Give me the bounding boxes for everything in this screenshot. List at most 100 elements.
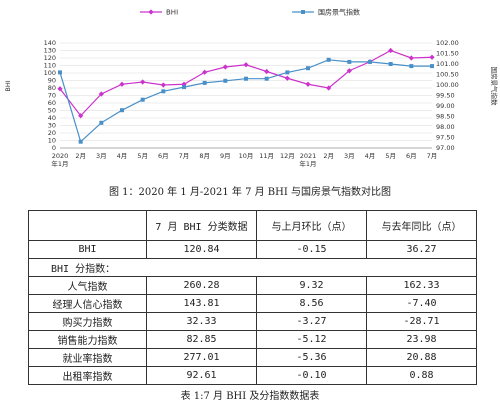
data-point bbox=[140, 97, 145, 102]
data-point bbox=[222, 64, 228, 70]
y2-tick-label: 101.50 bbox=[436, 50, 459, 58]
row-label: 经理人信心指数 bbox=[28, 294, 147, 313]
x-tick-label-line: 2021 bbox=[300, 152, 317, 160]
x-tick-label-line: 7月 bbox=[427, 152, 438, 160]
data-point bbox=[346, 68, 352, 74]
data-point bbox=[305, 81, 311, 87]
right-axis-ticks: 97.00 97.50 98.00 98.50 99.00 99.50 100.00 100.… bbox=[436, 39, 459, 152]
data-point bbox=[285, 70, 290, 75]
row-label: 出租率指数 bbox=[28, 366, 147, 385]
x-tick-label-line: 年1月 bbox=[51, 159, 68, 168]
x-tick-label: 12月 bbox=[280, 152, 295, 160]
data-point bbox=[99, 120, 104, 125]
y-tick-label: 130 bbox=[44, 47, 56, 55]
data-point bbox=[120, 108, 124, 113]
y2-tick-label: 101.00 bbox=[436, 60, 459, 68]
table-header-cell bbox=[28, 210, 147, 241]
data-point bbox=[140, 79, 146, 85]
y-axis-label: BHI bbox=[4, 80, 12, 91]
x-tick-label-line: 4月 bbox=[365, 152, 376, 160]
x-tick-label: 3月 bbox=[96, 152, 107, 160]
y-tick-label: 120 bbox=[44, 54, 56, 62]
x-tick-label-line: 2020 bbox=[52, 152, 69, 160]
x-tick-label: 10月 bbox=[239, 152, 254, 160]
data-point bbox=[181, 81, 187, 87]
cell-yoy: 162.33 bbox=[366, 276, 477, 295]
cell-yoy: -28.71 bbox=[366, 312, 477, 331]
cell-value: 143.81 bbox=[146, 294, 257, 313]
row-label: 就业率指数 bbox=[28, 348, 147, 367]
x-tick-label: 8月 bbox=[199, 152, 210, 160]
x-tick-label: 7月 bbox=[179, 152, 190, 160]
x-tick-label-line: 2月 bbox=[75, 152, 86, 160]
x-tick-label: 11月 bbox=[259, 152, 274, 160]
x-tick-label: 2月 bbox=[323, 152, 334, 160]
x-tick-label-line: 3月 bbox=[344, 152, 355, 160]
x-tick-label: 4月 bbox=[365, 152, 376, 160]
x-tick-label-line: 6月 bbox=[406, 152, 417, 160]
data-point bbox=[223, 78, 228, 83]
y-tick-label: 70 bbox=[48, 92, 56, 100]
x-tick-label: 4月 bbox=[117, 152, 128, 160]
x-tick-label-line: 3月 bbox=[96, 152, 107, 160]
data-point bbox=[243, 62, 249, 68]
y-tick-label: 60 bbox=[48, 99, 56, 107]
data-point bbox=[368, 59, 372, 64]
table-section-row: BHI 分指数： bbox=[28, 258, 477, 277]
cell-mom: -5.12 bbox=[256, 330, 367, 349]
cell-value: 82.85 bbox=[146, 330, 257, 349]
y2-tick-label: 99.50 bbox=[436, 92, 455, 100]
chart-legend: BHI 国房景气指数 bbox=[140, 8, 360, 17]
x-tick-label-line: 12月 bbox=[280, 152, 295, 160]
y-tick-label: 80 bbox=[48, 84, 56, 92]
x-tick-label: 2月 bbox=[75, 152, 86, 160]
x-tick-label-line: 年1月 bbox=[299, 159, 316, 168]
data-point bbox=[202, 69, 208, 75]
data-point bbox=[244, 76, 248, 81]
cell-value: 32.33 bbox=[146, 312, 257, 331]
data-point bbox=[408, 55, 414, 61]
cell-yoy: -7.40 bbox=[366, 294, 477, 313]
table-header-cell: 与去年同比（点） bbox=[366, 210, 477, 241]
x-tick-label: 7月 bbox=[427, 152, 438, 160]
y2-axis-label: 国房景气指数 bbox=[490, 67, 499, 107]
data-point bbox=[98, 91, 104, 97]
legend-entry-label: 国房景气指数 bbox=[318, 8, 360, 17]
table-header-row: 7 月 BHI 分类数据 与上月环比（点） 与去年同比（点） bbox=[28, 210, 477, 241]
x-tick-label-line: 11月 bbox=[259, 152, 274, 160]
y-tick-label: 100 bbox=[44, 69, 56, 77]
data-point bbox=[326, 57, 331, 62]
table-row: 人气指数 260.28 9.32 162.33 bbox=[28, 276, 477, 295]
y-tick-label: 140 bbox=[44, 39, 56, 47]
row-label: 销售能力指数 bbox=[28, 330, 147, 349]
table-caption: 表 1:7 月 BHI 及分指数数据表 bbox=[180, 391, 320, 402]
legend-swatch-marker bbox=[148, 9, 154, 15]
series-line bbox=[59, 49, 433, 117]
y-tick-label: 10 bbox=[48, 137, 56, 145]
x-tick-label: 3月 bbox=[344, 152, 355, 160]
cell-yoy: 23.98 bbox=[366, 330, 477, 349]
y2-tick-label: 102.00 bbox=[436, 39, 459, 47]
table-row: 购买力指数 32.33 -3.27 -28.71 bbox=[28, 312, 477, 331]
data-point bbox=[264, 76, 269, 81]
data-point bbox=[326, 85, 332, 91]
data-point bbox=[264, 68, 270, 75]
data-point bbox=[347, 59, 352, 64]
table-row: 就业率指数 277.01 -5.36 20.88 bbox=[28, 348, 477, 367]
y2-tick-label: 100.50 bbox=[436, 71, 459, 79]
y2-tick-label: 97.50 bbox=[436, 134, 455, 142]
table-row: 出租率指数 92.61 -0.10 0.88 bbox=[28, 366, 477, 385]
x-tick-label: 9月 bbox=[220, 152, 231, 160]
cell-mom: -5.36 bbox=[256, 348, 367, 367]
data-point bbox=[161, 89, 166, 94]
x-tick-label-line: 8月 bbox=[199, 152, 210, 160]
x-tick-label-line: 5月 bbox=[385, 152, 396, 160]
cell-value: 277.01 bbox=[146, 348, 257, 367]
data-point bbox=[388, 47, 394, 54]
y-tick-label: 0 bbox=[52, 144, 56, 152]
data-point bbox=[78, 113, 84, 119]
cell-yoy: 36.27 bbox=[366, 240, 477, 259]
row-label: 人气指数 bbox=[28, 276, 147, 295]
